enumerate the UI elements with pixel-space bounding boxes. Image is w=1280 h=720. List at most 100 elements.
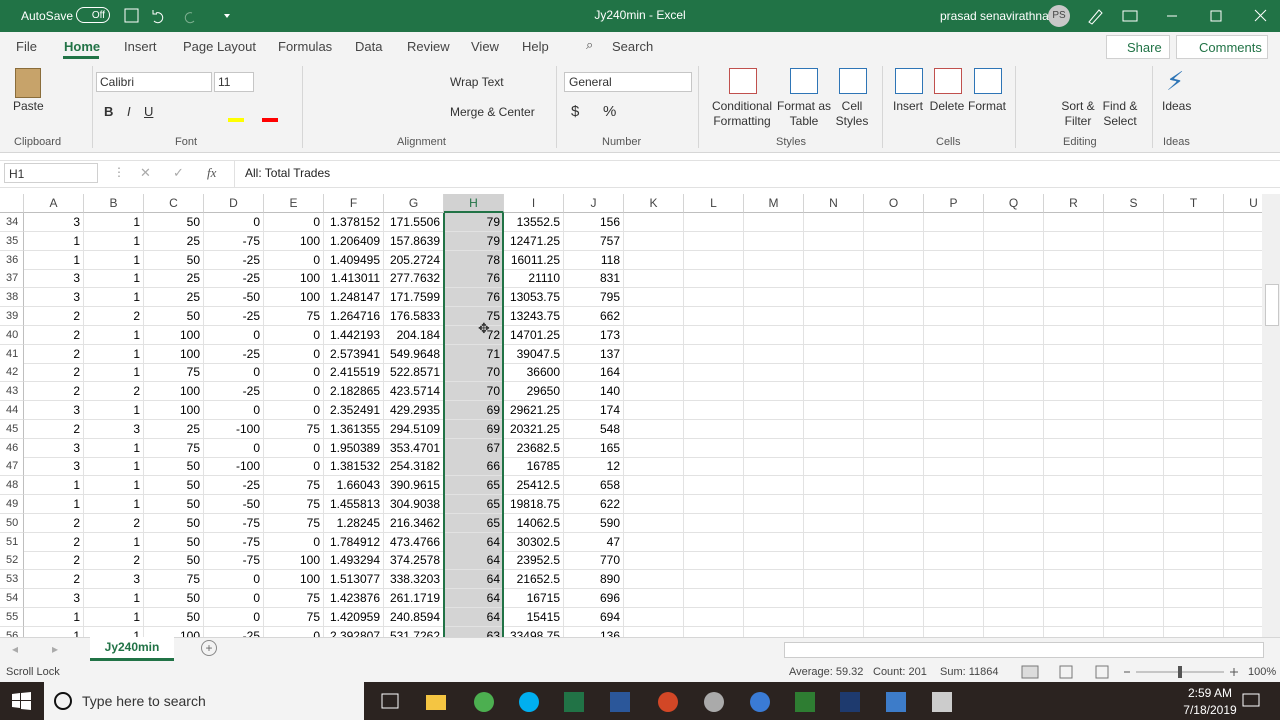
column-header[interactable]: T xyxy=(1164,194,1224,213)
cell[interactable] xyxy=(984,269,1044,289)
cell[interactable] xyxy=(1104,213,1164,232)
cell[interactable] xyxy=(744,589,804,608)
cell[interactable]: 65 xyxy=(444,495,504,514)
close[interactable] xyxy=(1254,9,1267,22)
cell[interactable] xyxy=(744,344,804,364)
cell[interactable] xyxy=(1104,495,1164,514)
cell[interactable] xyxy=(744,438,804,458)
excel[interactable] xyxy=(564,692,584,712)
cell[interactable]: 770 xyxy=(564,551,624,571)
cell[interactable] xyxy=(924,250,984,270)
cell[interactable] xyxy=(984,213,1044,232)
cell[interactable] xyxy=(1104,382,1164,402)
cell[interactable] xyxy=(1044,401,1104,420)
row-header[interactable]: 51 xyxy=(0,532,24,552)
cell[interactable]: 1.493294 xyxy=(324,551,384,571)
cell[interactable]: 3 xyxy=(24,589,84,608)
insert-button[interactable]: Insert xyxy=(892,99,923,113)
cell[interactable]: 0 xyxy=(264,344,324,364)
restore[interactable] xyxy=(1210,10,1222,22)
row-header[interactable]: 50 xyxy=(0,513,24,533)
cell[interactable]: 890 xyxy=(564,570,624,590)
format-button[interactable]: Format xyxy=(967,99,1006,113)
cell[interactable]: 2 xyxy=(24,513,84,533)
cell[interactable] xyxy=(744,570,804,590)
cell[interactable]: 100 xyxy=(264,551,324,571)
cell[interactable] xyxy=(744,495,804,514)
cell[interactable] xyxy=(984,344,1044,364)
cell[interactable] xyxy=(744,231,804,251)
cell[interactable] xyxy=(1224,345,1262,364)
cell[interactable] xyxy=(1104,269,1164,289)
cell[interactable] xyxy=(684,344,744,364)
row-header[interactable]: 36 xyxy=(0,250,24,270)
cell[interactable]: 548 xyxy=(564,419,624,439)
cell[interactable]: 658 xyxy=(564,476,624,496)
cell[interactable] xyxy=(1224,457,1262,477)
cell[interactable] xyxy=(684,551,744,571)
cell[interactable] xyxy=(924,589,984,608)
cell[interactable]: 2 xyxy=(24,307,84,326)
cell[interactable]: 374.2578 xyxy=(384,551,444,571)
cell[interactable]: -25 xyxy=(204,382,264,402)
cell[interactable] xyxy=(984,288,1044,308)
cell[interactable] xyxy=(1164,532,1224,552)
scroll-left[interactable]: ◂ xyxy=(12,642,19,656)
cell[interactable] xyxy=(1224,401,1262,420)
comments-button[interactable]: Comments xyxy=(1176,35,1268,59)
cell[interactable]: 1.420959 xyxy=(324,607,384,627)
cell[interactable]: 0 xyxy=(204,213,264,232)
cell[interactable]: 1 xyxy=(84,213,144,232)
cell[interactable]: 622 xyxy=(564,495,624,514)
cell[interactable] xyxy=(684,570,744,590)
cell[interactable]: 294.5109 xyxy=(384,419,444,439)
cell[interactable]: 531.7262 xyxy=(384,626,444,637)
cell[interactable] xyxy=(1104,250,1164,270)
cell[interactable] xyxy=(1044,570,1104,590)
cell[interactable]: -75 xyxy=(204,532,264,552)
cell[interactable] xyxy=(744,457,804,477)
ribbon-tab[interactable]: View xyxy=(471,39,499,54)
cell[interactable] xyxy=(624,513,684,533)
cell[interactable]: 12471.25 xyxy=(504,231,564,251)
underline-button[interactable]: U xyxy=(144,104,154,119)
cell[interactable]: 1.264716 xyxy=(324,307,384,326)
cell[interactable] xyxy=(804,288,864,308)
cell[interactable]: 20321.25 xyxy=(504,419,564,439)
cell[interactable]: 2 xyxy=(24,382,84,402)
cell[interactable] xyxy=(924,382,984,402)
formula-content[interactable]: All: Total Trades xyxy=(245,166,331,180)
cell[interactable]: 277.7632 xyxy=(384,269,444,289)
cell[interactable] xyxy=(984,589,1044,608)
cell[interactable] xyxy=(864,344,924,364)
cell[interactable]: 29650 xyxy=(504,382,564,402)
cell[interactable]: 25 xyxy=(144,288,204,308)
cell[interactable]: 2.352491 xyxy=(324,401,384,420)
cell[interactable] xyxy=(984,438,1044,458)
row-header[interactable]: 56 xyxy=(0,626,24,637)
cell[interactable] xyxy=(1224,476,1262,496)
cell[interactable]: 165 xyxy=(564,438,624,458)
paste-icon[interactable] xyxy=(15,68,41,98)
cell[interactable]: 2 xyxy=(24,570,84,590)
cell[interactable]: 429.2935 xyxy=(384,401,444,420)
cell[interactable]: 12 xyxy=(564,457,624,477)
cell[interactable]: 1 xyxy=(24,495,84,514)
cell[interactable]: 1 xyxy=(84,288,144,308)
cell[interactable]: 0 xyxy=(204,570,264,590)
row-header[interactable]: 47 xyxy=(0,457,24,477)
cell[interactable] xyxy=(924,269,984,289)
cell[interactable] xyxy=(684,307,744,326)
worksheet-grid[interactable]: A B C D E F G H I J K L M N O P Q R S T U 34 3 1 50 0 0 1.378152 171… xyxy=(0,194,1262,637)
cell[interactable]: 100 xyxy=(264,288,324,308)
cell[interactable] xyxy=(624,495,684,514)
cell[interactable] xyxy=(1224,363,1262,383)
cell[interactable] xyxy=(864,401,924,420)
cell[interactable]: 0 xyxy=(264,532,324,552)
cell[interactable] xyxy=(684,438,744,458)
cell[interactable] xyxy=(924,307,984,326)
cell[interactable] xyxy=(624,419,684,439)
cell[interactable] xyxy=(624,250,684,270)
cell[interactable]: 65 xyxy=(444,513,504,533)
cell[interactable]: -25 xyxy=(204,250,264,270)
